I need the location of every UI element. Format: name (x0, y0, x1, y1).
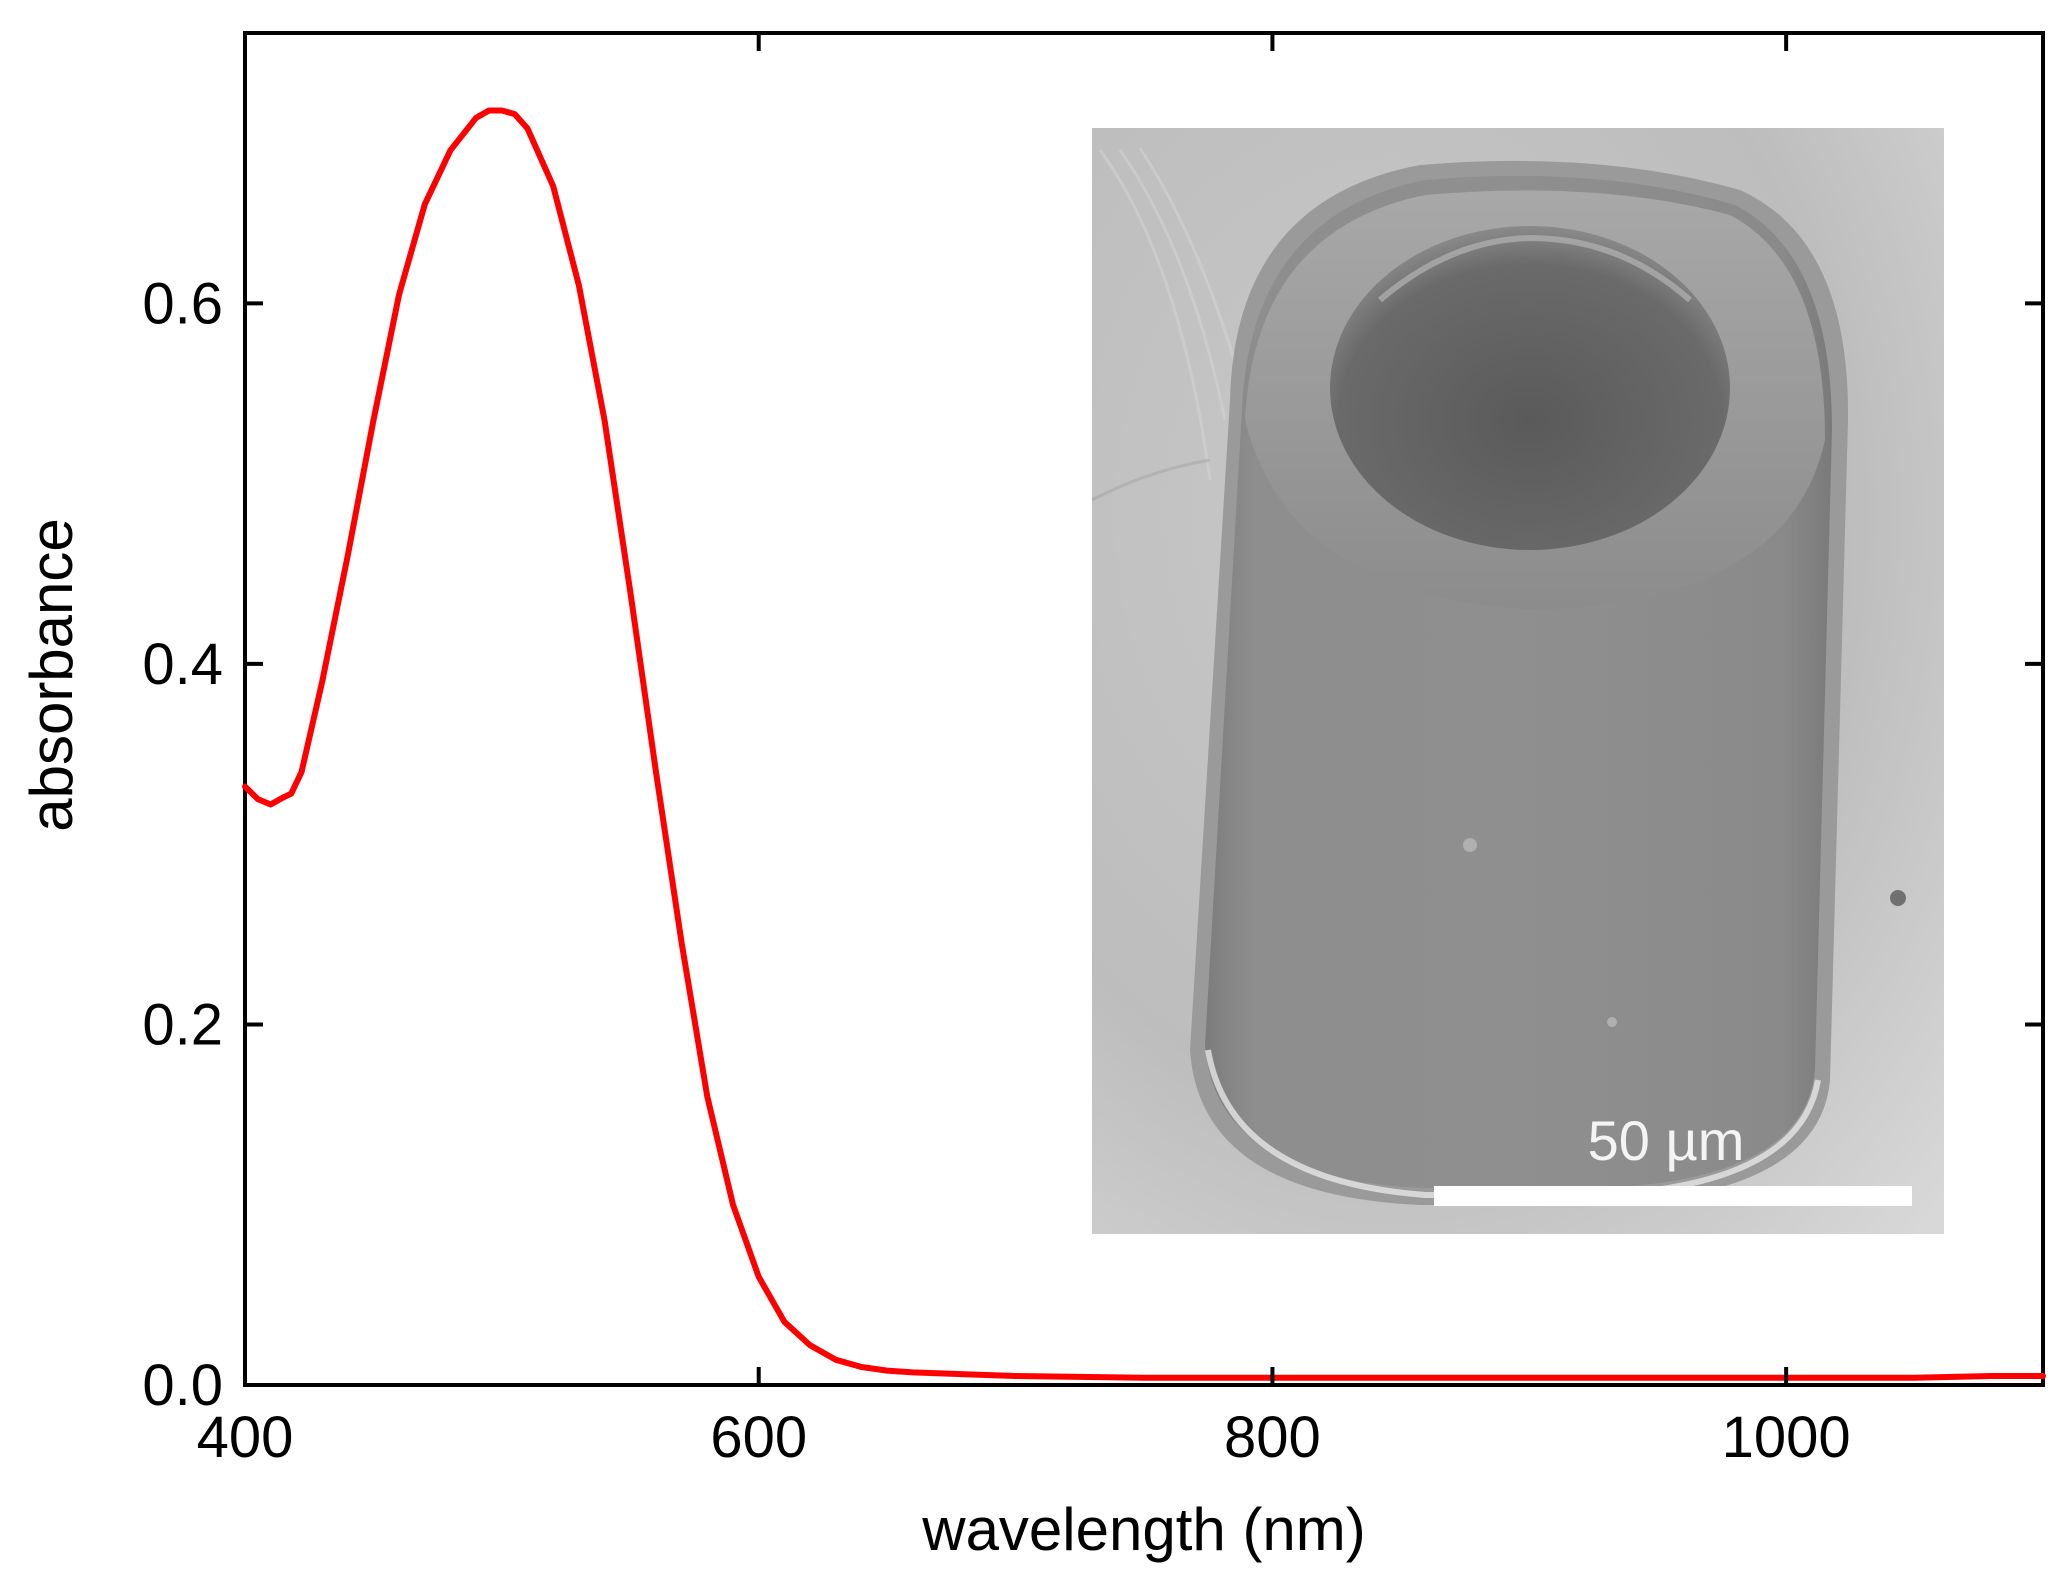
x-tick-label: 600 (710, 1405, 807, 1470)
x-tick-label: 400 (197, 1405, 294, 1470)
y-tick-label: 0.4 (142, 632, 223, 697)
inset-speck (1463, 838, 1477, 852)
scale-bar-label: 50 µm (1588, 1109, 1745, 1172)
crater-highlight (1378, 234, 1692, 303)
sem-inset-image: 50 µm (1091, 128, 1944, 1234)
y-tick-label: 0.2 (142, 992, 223, 1057)
x-axis-title: wavelength (nm) (921, 1496, 1366, 1563)
inset-surface-streaks (1098, 147, 1242, 481)
y-tick-label: 0.0 (142, 1353, 223, 1418)
y-axis-title: absorbance (18, 518, 85, 832)
x-tick-label: 1000 (1722, 1405, 1851, 1470)
axis-tick-labels: 400 600 800 1000 0.0 0.2 0.4 0.6 (142, 271, 1850, 1470)
pillar-crater (1330, 226, 1730, 550)
inset-speck (1890, 890, 1906, 906)
pillar-base-highlight (1205, 1049, 1821, 1198)
y-tick-label: 0.6 (142, 271, 223, 336)
axis-ticks (243, 33, 2043, 1387)
plot-frame (243, 31, 2045, 1387)
inset-surface-streak-2 (1091, 458, 1211, 502)
inset-speck (1607, 1017, 1617, 1027)
x-tick-label: 800 (1224, 1405, 1321, 1470)
scale-bar (1434, 1186, 1912, 1206)
